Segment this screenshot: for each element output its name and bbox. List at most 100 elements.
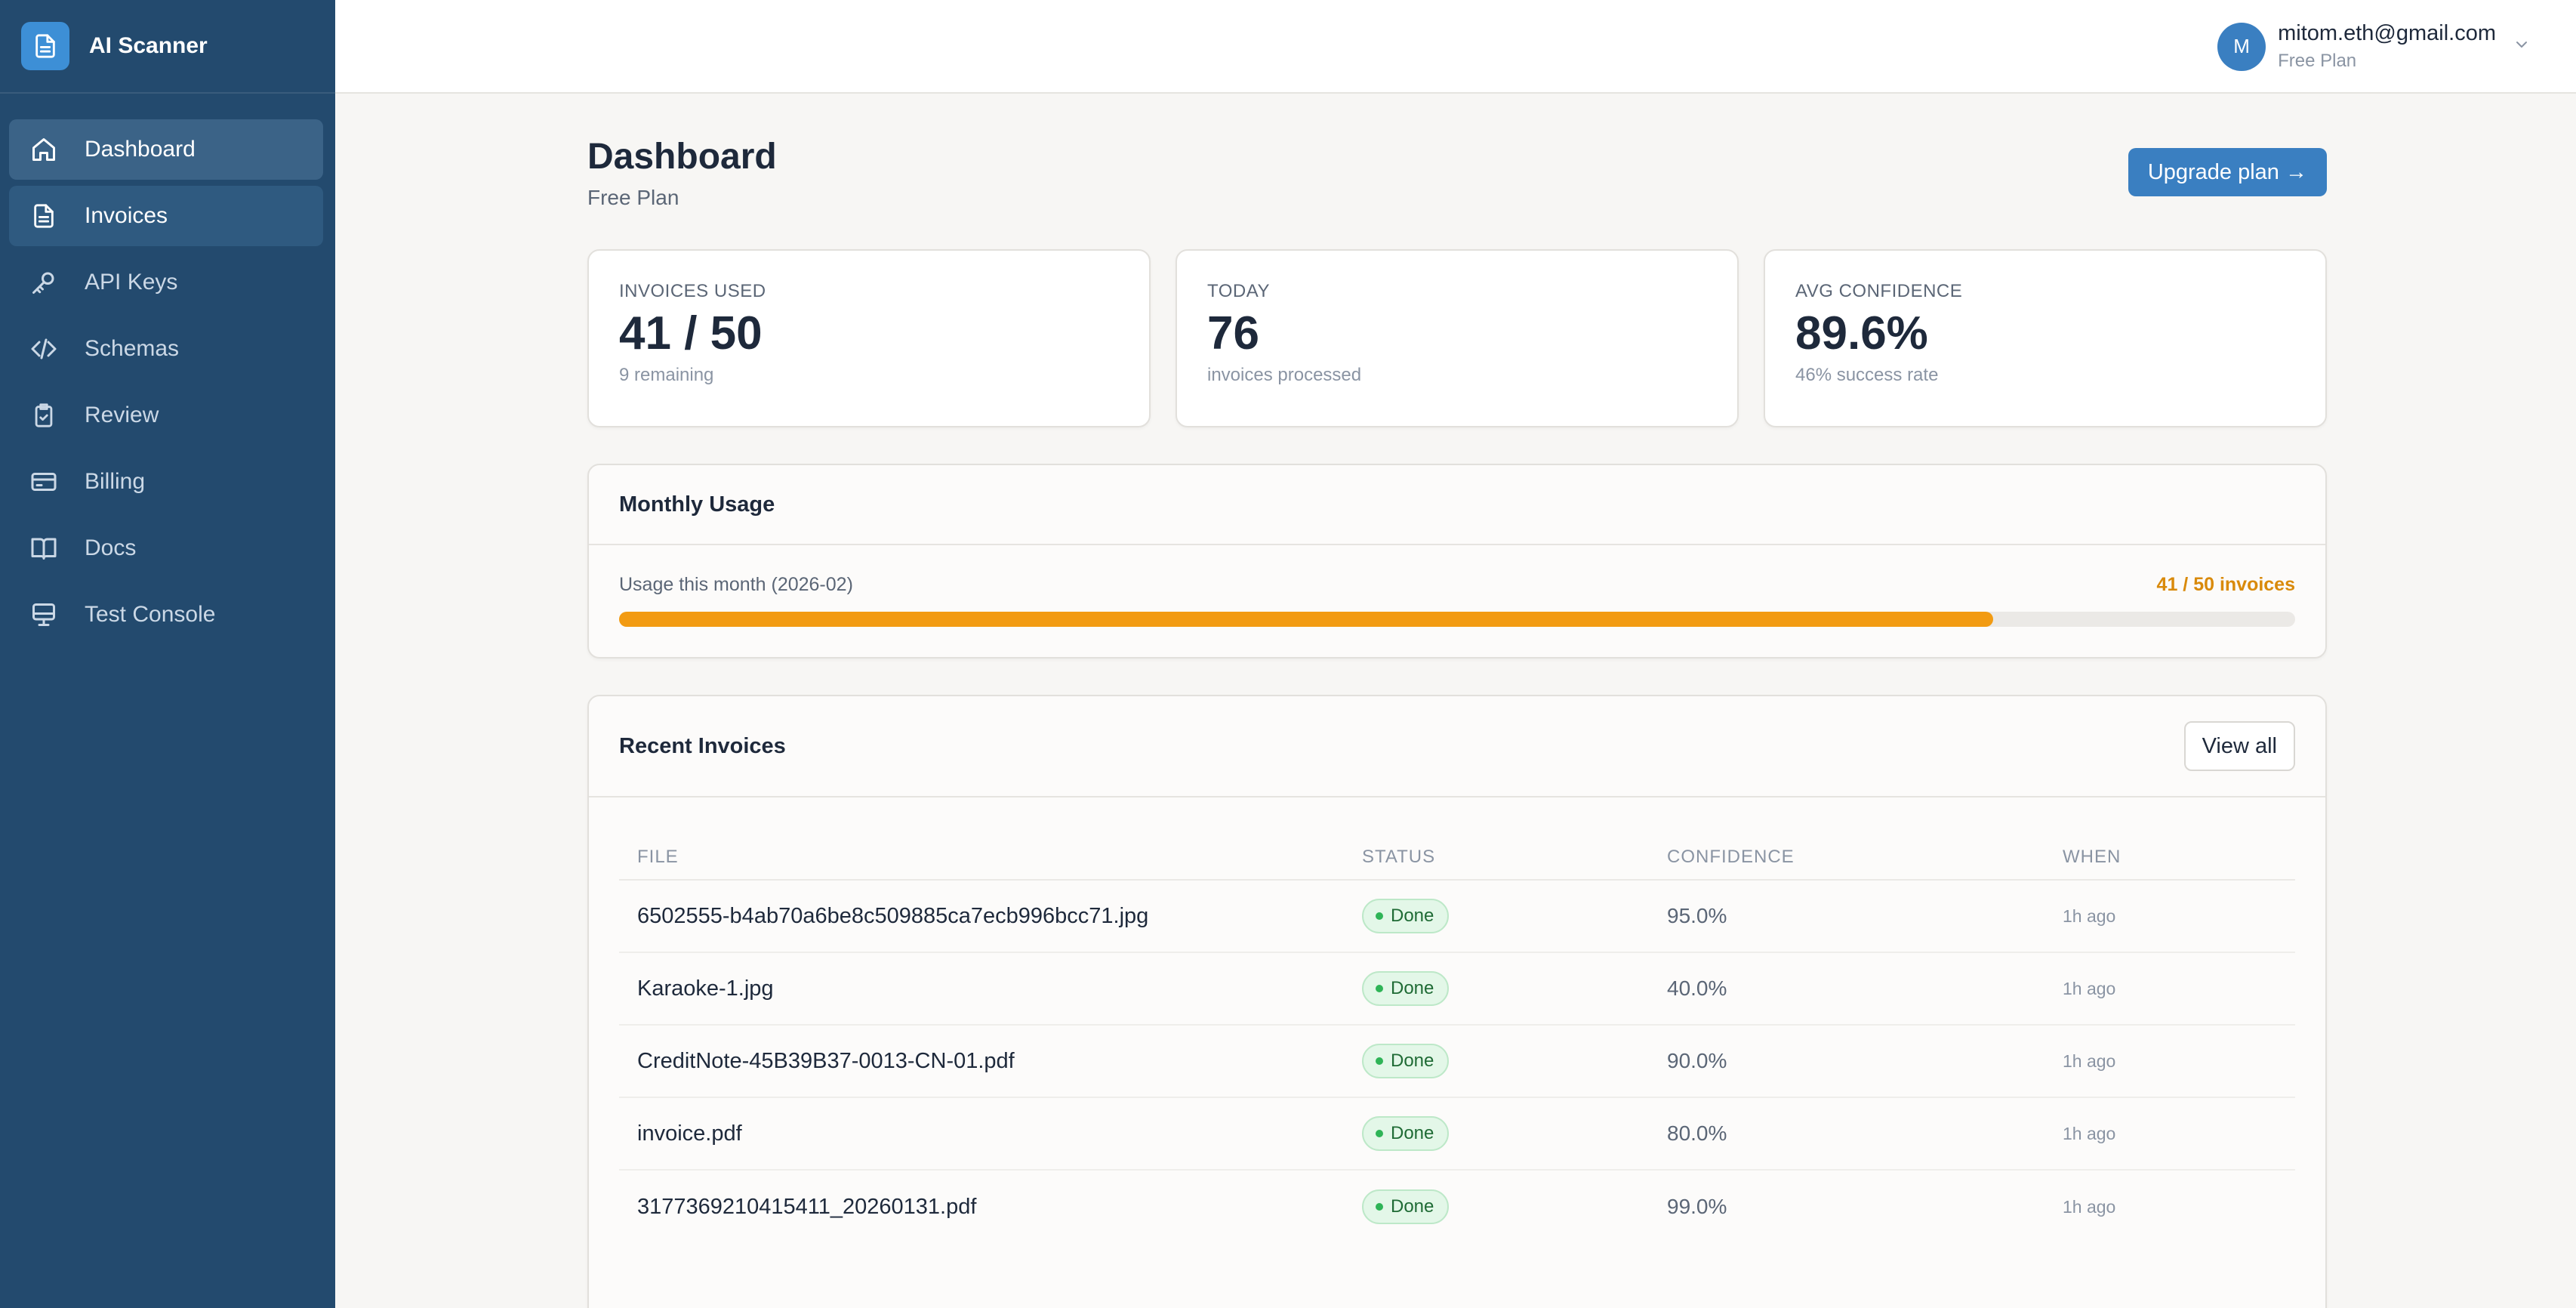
account-email: mitom.eth@gmail.com	[2278, 21, 2496, 45]
sidebar-item-label: Docs	[85, 535, 137, 560]
usage-progress-bar	[619, 612, 2295, 627]
status-dot	[1376, 1057, 1383, 1065]
file-name[interactable]: 6502555-b4ab70a6be8c509885ca7ecb996bcc71…	[637, 903, 1149, 928]
stats-row: INVOICES USED 41 / 50 9 remaining TODAY …	[587, 249, 2327, 427]
table-row[interactable]: invoice.pdf Done 80.0% 1h ago	[619, 1098, 2295, 1171]
sidebar-item-label: Test Console	[85, 602, 216, 627]
invoices-table: FILE STATUS CONFIDENCE WHEN 6502555-b4ab…	[619, 835, 2295, 1243]
monitor-icon	[29, 600, 59, 630]
sidebar-item-label: Review	[85, 403, 159, 427]
page-title: Dashboard	[587, 137, 777, 177]
panel-header: Recent Invoices View all	[589, 696, 2325, 797]
confidence-value: 99.0%	[1667, 1195, 1727, 1218]
status-dot	[1376, 1203, 1383, 1211]
account-info: mitom.eth@gmail.com Free Plan	[2278, 21, 2496, 72]
chevron-down-icon[interactable]	[2513, 35, 2531, 57]
status-cell: Done	[1362, 1189, 1667, 1224]
stat-label: AVG CONFIDENCE	[1795, 281, 1963, 301]
code-icon	[29, 334, 59, 364]
stat-card-invoices-used: INVOICES USED 41 / 50 9 remaining	[587, 249, 1151, 427]
status-badge: Done	[1362, 1116, 1450, 1151]
when-value: 1h ago	[2063, 978, 2116, 998]
status-dot	[1376, 1130, 1383, 1137]
sidebar-item-api-keys[interactable]: API Keys	[9, 252, 323, 313]
account-menu[interactable]: M mitom.eth@gmail.com Free Plan	[2217, 21, 2531, 72]
sidebar-item-label: API Keys	[85, 270, 178, 295]
usage-count: 41 / 50 invoices	[2156, 574, 2295, 595]
panel-header: Monthly Usage	[589, 465, 2325, 545]
status-badge: Done	[1362, 1189, 1450, 1224]
sidebar-item-label: Schemas	[85, 336, 180, 361]
stat-card-avg-confidence: AVG CONFIDENCE 89.6% 46% success rate	[1764, 249, 2327, 427]
account-plan: Free Plan	[2278, 51, 2357, 71]
confidence-value: 90.0%	[1667, 1049, 1727, 1072]
stat-value: 41 / 50	[619, 307, 763, 359]
stat-value: 89.6%	[1795, 307, 1928, 359]
when-value: 1h ago	[2063, 1050, 2116, 1071]
stat-value: 76	[1207, 307, 1259, 359]
when-value: 1h ago	[2063, 1196, 2116, 1217]
column-header-status[interactable]: STATUS	[1362, 847, 1436, 867]
status-dot	[1376, 985, 1383, 992]
sidebar-item-label: Billing	[85, 469, 146, 494]
sidebar-item-label: Invoices	[85, 203, 168, 228]
stat-label: INVOICES USED	[619, 281, 766, 301]
file-name[interactable]: invoice.pdf	[637, 1121, 742, 1146]
column-header-when[interactable]: WHEN	[2063, 847, 2122, 867]
table-row[interactable]: Karaoke-1.jpg Done 40.0% 1h ago	[619, 953, 2295, 1026]
panel-title: Recent Invoices	[619, 733, 786, 758]
view-all-button[interactable]: View all	[2183, 721, 2295, 771]
sidebar-nav: Dashboard Invoices API Keys Schemas Revi…	[0, 94, 335, 645]
file-name[interactable]: Karaoke-1.jpg	[637, 976, 774, 1001]
stat-label: TODAY	[1207, 281, 1270, 301]
clipboard-check-icon	[29, 400, 59, 430]
app-name: AI Scanner	[89, 33, 208, 58]
when-value: 1h ago	[2063, 1123, 2116, 1143]
table-row[interactable]: 3177369210415411_20260131.pdf Done 99.0%…	[619, 1171, 2295, 1243]
top-bar: M mitom.eth@gmail.com Free Plan	[335, 0, 2576, 94]
file-name[interactable]: 3177369210415411_20260131.pdf	[637, 1194, 977, 1219]
sidebar-item-label: Dashboard	[85, 137, 196, 162]
usage-label: Usage this month (2026-02)	[619, 574, 853, 595]
status-cell: Done	[1362, 1044, 1667, 1078]
table-header: FILE STATUS CONFIDENCE WHEN	[619, 835, 2295, 881]
confidence-value: 95.0%	[1667, 904, 1727, 927]
status-badge: Done	[1362, 971, 1450, 1006]
avatar[interactable]: M	[2217, 22, 2266, 71]
brand[interactable]: AI Scanner	[0, 0, 335, 94]
key-icon	[29, 267, 59, 298]
stat-subtext: 46% success rate	[1795, 365, 1939, 385]
home-icon	[29, 134, 59, 165]
monthly-usage-panel: Monthly Usage Usage this month (2026-02)…	[587, 464, 2327, 659]
sidebar-item-review[interactable]: Review	[9, 385, 323, 446]
table-row[interactable]: 6502555-b4ab70a6be8c509885ca7ecb996bcc71…	[619, 881, 2295, 953]
status-badge: Done	[1362, 1044, 1450, 1078]
credit-card-icon	[29, 467, 59, 497]
usage-progress-fill	[619, 612, 1994, 627]
upgrade-plan-button[interactable]: Upgrade plan →	[2128, 148, 2327, 196]
sidebar-item-invoices[interactable]: Invoices	[9, 186, 323, 246]
status-badge: Done	[1362, 899, 1450, 933]
sidebar-item-dashboard[interactable]: Dashboard	[9, 119, 323, 180]
stat-subtext: invoices processed	[1207, 365, 1362, 385]
sidebar-item-schemas[interactable]: Schemas	[9, 319, 323, 379]
status-cell: Done	[1362, 1116, 1667, 1151]
file-name[interactable]: CreditNote-45B39B37-0013-CN-01.pdf	[637, 1048, 1015, 1073]
confidence-value: 40.0%	[1667, 976, 1727, 1000]
stat-card-today: TODAY 76 invoices processed	[1176, 249, 1739, 427]
status-text: Done	[1391, 905, 1434, 926]
status-text: Done	[1391, 1050, 1434, 1071]
table-row[interactable]: CreditNote-45B39B37-0013-CN-01.pdf Done …	[619, 1026, 2295, 1098]
confidence-value: 80.0%	[1667, 1121, 1727, 1145]
sidebar: AI Scanner Dashboard Invoices API Keys S…	[0, 0, 335, 1308]
sidebar-item-docs[interactable]: Docs	[9, 518, 323, 578]
page-subtitle: Free Plan	[587, 186, 679, 209]
status-dot	[1376, 912, 1383, 920]
column-header-file[interactable]: FILE	[637, 847, 679, 867]
sidebar-item-billing[interactable]: Billing	[9, 452, 323, 512]
status-cell: Done	[1362, 899, 1667, 933]
status-text: Done	[1391, 1123, 1434, 1143]
sidebar-item-test-console[interactable]: Test Console	[9, 585, 323, 645]
document-logo-icon	[21, 22, 69, 70]
column-header-confidence[interactable]: CONFIDENCE	[1667, 847, 1795, 867]
